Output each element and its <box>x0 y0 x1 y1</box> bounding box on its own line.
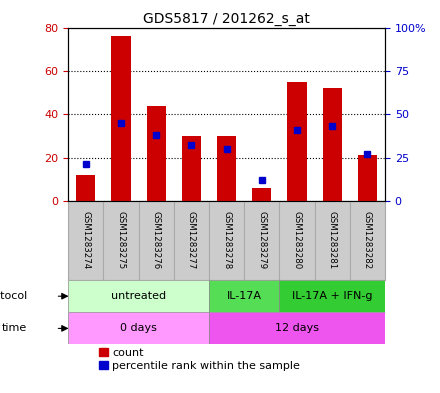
Text: GSM1283280: GSM1283280 <box>293 211 301 270</box>
Title: GDS5817 / 201262_s_at: GDS5817 / 201262_s_at <box>143 13 310 26</box>
Text: GSM1283281: GSM1283281 <box>328 211 337 270</box>
Text: untreated: untreated <box>111 291 166 301</box>
Bar <box>68 280 209 312</box>
Text: GSM1283277: GSM1283277 <box>187 211 196 270</box>
Bar <box>182 136 201 201</box>
Text: protocol: protocol <box>0 291 27 301</box>
Legend: count, percentile rank within the sample: count, percentile rank within the sample <box>99 348 301 371</box>
Bar <box>350 201 385 280</box>
Text: GSM1283276: GSM1283276 <box>152 211 161 270</box>
Bar <box>244 201 279 280</box>
Bar <box>111 36 131 201</box>
Text: GSM1283275: GSM1283275 <box>117 211 125 270</box>
Bar <box>209 201 244 280</box>
Text: IL-17A: IL-17A <box>227 291 262 301</box>
Text: IL-17A + IFN-g: IL-17A + IFN-g <box>292 291 372 301</box>
Bar <box>209 312 385 345</box>
Bar <box>287 82 307 201</box>
Bar <box>252 188 271 201</box>
Text: GSM1283279: GSM1283279 <box>257 211 266 270</box>
Bar <box>279 280 385 312</box>
Bar <box>279 201 315 280</box>
Bar <box>68 312 209 345</box>
Bar <box>76 175 95 201</box>
Text: 0 days: 0 days <box>120 323 157 333</box>
Text: GSM1283274: GSM1283274 <box>81 211 90 270</box>
Text: 12 days: 12 days <box>275 323 319 333</box>
Bar <box>147 105 166 201</box>
Bar <box>139 201 174 280</box>
Bar <box>315 201 350 280</box>
Bar <box>323 88 342 201</box>
Text: GSM1283282: GSM1283282 <box>363 211 372 270</box>
Bar <box>103 201 139 280</box>
Text: time: time <box>2 323 27 333</box>
Bar <box>68 201 103 280</box>
Text: GSM1283278: GSM1283278 <box>222 211 231 270</box>
Bar <box>209 280 279 312</box>
Bar <box>358 155 377 201</box>
Bar <box>217 136 236 201</box>
Bar <box>174 201 209 280</box>
